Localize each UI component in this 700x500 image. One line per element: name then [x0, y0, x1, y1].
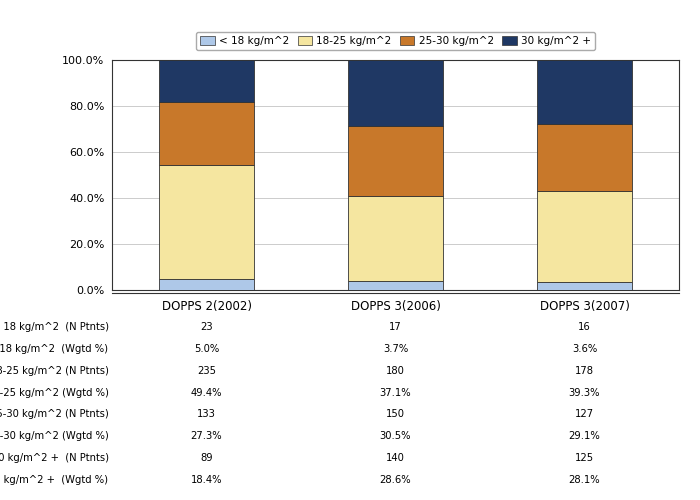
Text: 133: 133: [197, 410, 216, 420]
Text: 5.0%: 5.0%: [194, 344, 219, 354]
Text: 25-30 kg/m^2 (Wgtd %): 25-30 kg/m^2 (Wgtd %): [0, 431, 108, 441]
Text: 3.7%: 3.7%: [383, 344, 408, 354]
Bar: [538, 124, 631, 192]
Text: 150: 150: [386, 410, 405, 420]
Bar: [349, 196, 442, 282]
Text: < 18 kg/m^2  (N Ptnts): < 18 kg/m^2 (N Ptnts): [0, 322, 108, 332]
Bar: [538, 60, 631, 124]
Text: 18.4%: 18.4%: [190, 475, 223, 485]
Text: 140: 140: [386, 453, 405, 463]
Bar: [160, 102, 253, 165]
Text: 30 kg/m^2 +  (N Ptnts): 30 kg/m^2 + (N Ptnts): [0, 453, 108, 463]
Text: 125: 125: [575, 453, 594, 463]
Text: 29.1%: 29.1%: [568, 431, 601, 441]
Text: 27.3%: 27.3%: [190, 431, 223, 441]
Bar: [538, 192, 631, 282]
Text: 16: 16: [578, 322, 591, 332]
Text: 18-25 kg/m^2 (Wgtd %): 18-25 kg/m^2 (Wgtd %): [0, 388, 108, 398]
Text: 17: 17: [389, 322, 402, 332]
Bar: [349, 126, 442, 196]
Bar: [160, 165, 253, 278]
Text: 178: 178: [575, 366, 594, 376]
Bar: [538, 282, 631, 290]
Text: 18-25 kg/m^2 (N Ptnts): 18-25 kg/m^2 (N Ptnts): [0, 366, 108, 376]
Text: 89: 89: [200, 453, 213, 463]
Text: 180: 180: [386, 366, 405, 376]
Text: 235: 235: [197, 366, 216, 376]
Text: 37.1%: 37.1%: [379, 388, 412, 398]
Text: 30 kg/m^2 +  (Wgtd %): 30 kg/m^2 + (Wgtd %): [0, 475, 108, 485]
Legend: < 18 kg/m^2, 18-25 kg/m^2, 25-30 kg/m^2, 30 kg/m^2 +: < 18 kg/m^2, 18-25 kg/m^2, 25-30 kg/m^2,…: [196, 32, 595, 50]
Bar: [349, 282, 442, 290]
Text: 39.3%: 39.3%: [568, 388, 601, 398]
Text: < 18 kg/m^2  (Wgtd %): < 18 kg/m^2 (Wgtd %): [0, 344, 108, 354]
Text: 25-30 kg/m^2 (N Ptnts): 25-30 kg/m^2 (N Ptnts): [0, 410, 108, 420]
Text: 23: 23: [200, 322, 213, 332]
Bar: [160, 60, 253, 102]
Text: 28.1%: 28.1%: [568, 475, 601, 485]
Text: 127: 127: [575, 410, 594, 420]
Text: 30.5%: 30.5%: [379, 431, 411, 441]
Bar: [349, 60, 442, 126]
Text: 28.6%: 28.6%: [379, 475, 412, 485]
Text: 3.6%: 3.6%: [572, 344, 597, 354]
Text: 49.4%: 49.4%: [190, 388, 223, 398]
Bar: [160, 278, 253, 290]
